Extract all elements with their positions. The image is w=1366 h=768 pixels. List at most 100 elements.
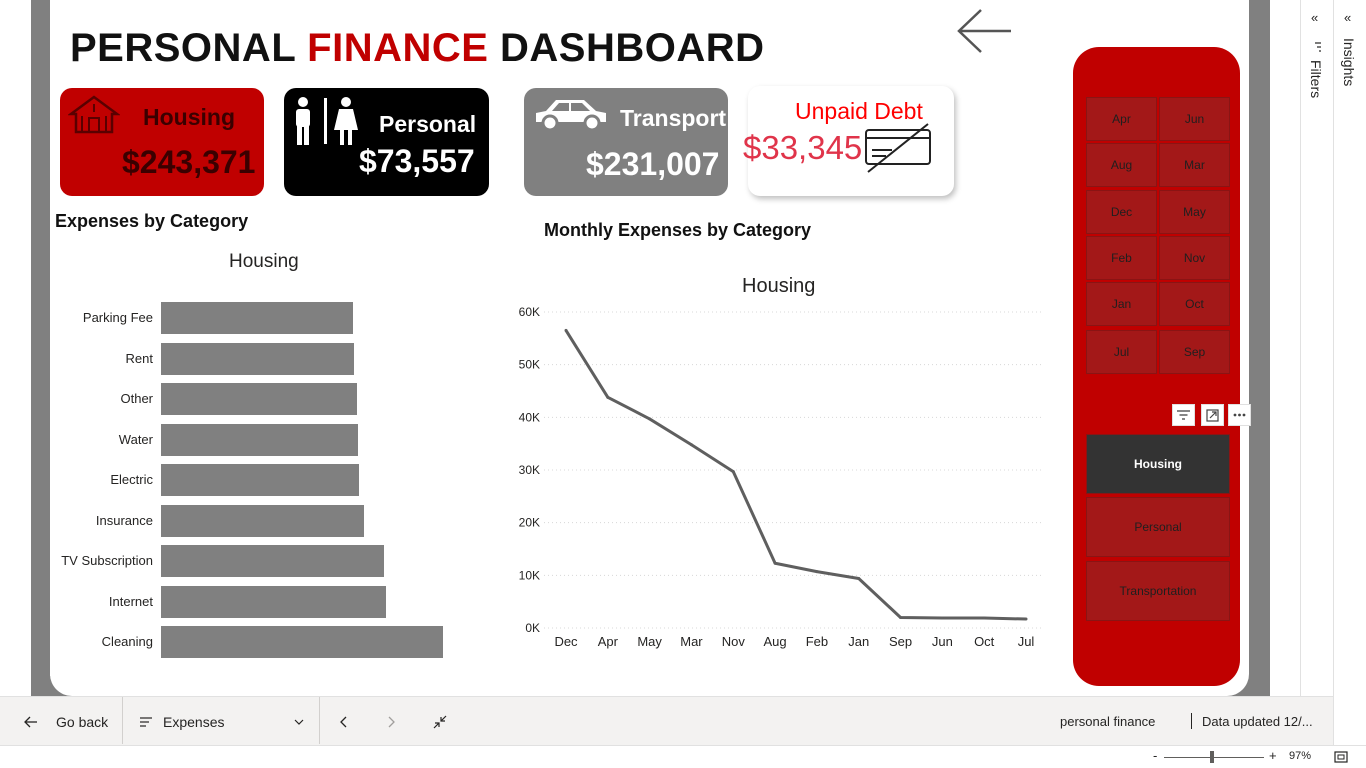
- zoom-slider-thumb[interactable]: [1210, 751, 1214, 763]
- bar[interactable]: [161, 504, 364, 537]
- insights-pane-collapsed[interactable]: « Insights: [1333, 0, 1366, 745]
- page-selector-label: Expenses: [163, 713, 225, 730]
- kpi-personal-value: $73,557: [359, 143, 475, 179]
- month-slicer-may[interactable]: May: [1159, 190, 1230, 234]
- category-slicer-housing[interactable]: Housing: [1086, 434, 1230, 494]
- bar[interactable]: [161, 464, 359, 496]
- list-icon: [140, 716, 152, 727]
- zoom-slider-track[interactable]: [1164, 757, 1264, 758]
- bar-label: Rent: [125, 350, 153, 366]
- zoom-level: 97%: [1289, 750, 1312, 762]
- series-line-housing[interactable]: [564, 329, 1027, 621]
- footer-divider: [1191, 713, 1192, 729]
- kpi-transport-label: Transport: [620, 105, 727, 131]
- fit-page-icon[interactable]: [1334, 751, 1348, 763]
- collapse-icon: [433, 715, 447, 728]
- footer-divider: [122, 697, 123, 744]
- zoom-in-button[interactable]: +: [1269, 748, 1277, 763]
- month-slicer-nov[interactable]: Nov: [1159, 236, 1230, 280]
- page-selector-dropdown[interactable]: Expenses: [140, 697, 305, 746]
- x-tick-label: Oct: [974, 634, 995, 649]
- bar[interactable]: [161, 302, 353, 334]
- bar[interactable]: [161, 585, 386, 618]
- focus-mode-icon[interactable]: [1201, 404, 1224, 426]
- back-arrow-icon[interactable]: [955, 8, 1015, 58]
- filters-pane-collapsed[interactable]: « Filters: [1300, 0, 1333, 696]
- month-slicer-jan[interactable]: Jan: [1086, 282, 1157, 326]
- month-slicer-aug[interactable]: Aug: [1086, 143, 1157, 187]
- month-slicer-feb[interactable]: Feb: [1086, 236, 1157, 280]
- x-tick-label: Jan: [848, 634, 869, 649]
- chevron-left-icon[interactable]: «: [1311, 10, 1319, 25]
- bar[interactable]: [161, 545, 385, 577]
- month-slicer-apr[interactable]: Apr: [1086, 97, 1157, 141]
- data-point[interactable]: [815, 570, 819, 574]
- data-point[interactable]: [689, 443, 693, 447]
- filters-label: Filters: [1308, 60, 1324, 99]
- x-tick-label: Dec: [554, 634, 578, 649]
- bar-label: Insurance: [95, 512, 153, 528]
- title-accent: FINANCE: [307, 26, 489, 70]
- chevron-right-icon: [388, 716, 395, 727]
- x-tick-label: Mar: [680, 634, 703, 649]
- data-point[interactable]: [648, 417, 652, 421]
- bar[interactable]: [161, 423, 358, 456]
- bar[interactable]: [161, 626, 443, 658]
- y-tick-label: 10K: [519, 568, 540, 582]
- previous-page-button[interactable]: [339, 697, 347, 746]
- data-point[interactable]: [899, 615, 903, 619]
- month-slicer-jun[interactable]: Jun: [1159, 97, 1230, 141]
- x-tick-label: May: [637, 634, 662, 649]
- zoom-out-button[interactable]: -: [1153, 748, 1158, 763]
- next-page-button[interactable]: [388, 697, 396, 746]
- bar[interactable]: [161, 342, 355, 375]
- data-point[interactable]: [940, 616, 944, 620]
- data-point[interactable]: [773, 561, 777, 565]
- title-part2: DASHBOARD: [488, 26, 765, 70]
- month-slicer-sep[interactable]: Sep: [1159, 330, 1230, 374]
- filter-icon: [1315, 42, 1321, 52]
- credit-card-off-icon: [865, 123, 931, 173]
- section-title-monthly-expenses: Monthly Expenses by Category: [544, 220, 812, 240]
- month-slicer-mar[interactable]: Mar: [1159, 143, 1230, 187]
- data-point[interactable]: [606, 395, 610, 399]
- y-tick-label: 40K: [519, 410, 540, 424]
- month-slicer-jul[interactable]: Jul: [1086, 330, 1157, 374]
- workspace-name[interactable]: personal finance: [1060, 714, 1156, 729]
- x-tick-label: Apr: [598, 634, 619, 649]
- data-point[interactable]: [731, 470, 735, 474]
- kpi-housing-label: Housing: [143, 104, 235, 130]
- data-point[interactable]: [857, 576, 861, 580]
- bar-label: Electric: [110, 472, 153, 487]
- data-point[interactable]: [1024, 617, 1028, 621]
- category-slicer-transportation[interactable]: Transportation: [1086, 561, 1230, 621]
- collapse-button[interactable]: [433, 697, 447, 746]
- month-slicer-oct[interactable]: Oct: [1159, 282, 1230, 326]
- data-point[interactable]: [564, 328, 568, 332]
- go-back-button[interactable]: Go back: [24, 697, 108, 746]
- restroom-icon: [296, 97, 358, 145]
- category-slicer-personal[interactable]: Personal: [1086, 497, 1230, 557]
- bar-label: Parking Fee: [82, 310, 153, 325]
- line-chart-title: Housing: [742, 275, 816, 297]
- x-tick-label: Sep: [889, 634, 912, 649]
- bar[interactable]: [161, 383, 357, 415]
- filter-icon[interactable]: [1172, 404, 1195, 426]
- y-tick-label: 50K: [519, 358, 540, 372]
- month-slicer-dec[interactable]: Dec: [1086, 190, 1157, 234]
- bar-label: Water: [118, 431, 153, 447]
- chevron-left-icon[interactable]: «: [1344, 10, 1352, 25]
- bar-label: Cleaning: [101, 634, 153, 649]
- footer-divider: [319, 697, 320, 744]
- bar-label: TV Subscription: [61, 553, 153, 568]
- insights-label: Insights: [1341, 38, 1357, 87]
- line-chart-monthly-expenses[interactable]: 0K 10K 20K 30K 40K 50K 60K Dec Apr May Mar Nov Aug Fe…: [500, 296, 1060, 662]
- chevron-left-icon: [340, 716, 347, 727]
- data-point[interactable]: [982, 616, 986, 620]
- go-back-label: Go back: [56, 713, 109, 730]
- kpi-housing-value: $243,371: [122, 144, 256, 180]
- kpi-card-transport: Transport $231,007: [524, 88, 728, 196]
- more-options-icon[interactable]: [1228, 404, 1251, 426]
- page-title: PERSONAL FINANCE DASHBOARD: [70, 26, 765, 71]
